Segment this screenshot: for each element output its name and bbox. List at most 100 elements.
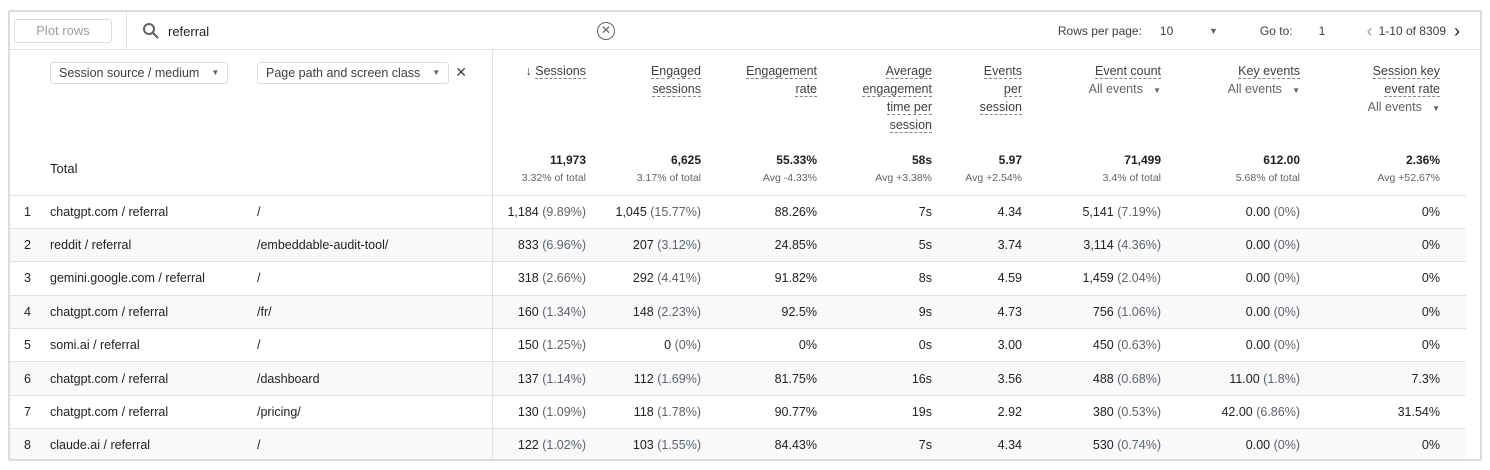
table-row[interactable]: 8 claude.ai / referral/122 (1.02%) 103 (1.… — [10, 428, 1466, 459]
total-comparison: 3.17% of total — [636, 171, 701, 184]
metric-value: 1,045 — [615, 204, 647, 219]
dropdown-arrow-icon: ▼ — [1209, 26, 1218, 36]
metric-percent: (0%) — [674, 338, 701, 353]
event-filter-select[interactable]: All events ▼ — [1308, 98, 1440, 118]
event-filter-select[interactable]: All events ▼ — [1030, 80, 1161, 100]
metric-value: 207 — [632, 238, 654, 253]
source-medium-cell: somi.ai / referral — [50, 328, 257, 363]
clear-search-icon[interactable]: ✕ — [597, 22, 615, 40]
metric-value: 4.59 — [997, 271, 1022, 286]
row-index: 3 — [10, 261, 50, 296]
metric-percent: (0%) — [1273, 238, 1300, 253]
go-to-input[interactable]: 1 — [1318, 24, 1326, 38]
dimension-select-source-medium[interactable]: Session source / medium ▼ — [50, 62, 229, 84]
table-row[interactable]: 4 chatgpt.com / referral/fr/160 (1.34%) 14… — [10, 295, 1466, 330]
event-filter-select[interactable]: All events ▼ — [1169, 80, 1300, 100]
total-cell: 58s Avg +3.38% — [825, 142, 940, 196]
metric-header-label: Events — [983, 64, 1022, 79]
metric-cell: 150 (1.25%) — [491, 328, 594, 363]
metric-cell: 137 (1.14%) — [491, 361, 594, 396]
next-page-icon[interactable]: › — [1454, 20, 1460, 41]
metric-header[interactable]: Engagement rate — [709, 50, 825, 142]
metric-header-label: time per — [886, 100, 932, 115]
metric-header-label: Sessions — [535, 64, 586, 79]
metric-header[interactable]: Event count All events ▼ — [1030, 50, 1169, 142]
metric-header[interactable]: ↓ Sessions — [491, 50, 594, 142]
rows-per-page-value: 10 — [1159, 24, 1174, 38]
metric-cell: 8s — [825, 261, 940, 296]
table-row[interactable]: 5 somi.ai / referral/150 (1.25%) 0 (0%) 0% 0… — [10, 328, 1466, 363]
metric-header[interactable]: Engaged sessions — [594, 50, 709, 142]
search-icon — [143, 23, 159, 39]
plot-rows-button[interactable]: Plot rows — [14, 18, 112, 43]
page-path-cell: / — [257, 428, 492, 459]
metric-cell: 0 (0%) — [594, 328, 709, 363]
metric-header[interactable]: Events per session — [940, 50, 1030, 142]
metric-percent: (4.36%) — [1117, 238, 1161, 253]
page-range: 1-10 of 8309 — [1378, 24, 1446, 38]
divider — [126, 12, 127, 50]
metric-cell: 833 (6.96%) — [491, 228, 594, 263]
metric-cell: 122 (1.02%) — [491, 428, 594, 459]
search-input[interactable] — [168, 23, 568, 39]
total-cell: 612.00 5.68% of total — [1169, 142, 1308, 196]
metric-value: 3.74 — [997, 238, 1022, 253]
dropdown-arrow-icon: ▼ — [432, 68, 441, 77]
rows-per-page-select[interactable]: 10 ▼ — [1160, 24, 1218, 38]
metric-percent: (1.34%) — [542, 304, 586, 319]
dropdown-arrow-icon: ▼ — [1150, 86, 1161, 95]
metric-value: 0.00 — [1245, 338, 1271, 353]
metric-value: 118 — [633, 405, 654, 420]
metric-value: 150 — [517, 338, 539, 353]
metric-value: 488 — [1092, 371, 1114, 386]
total-comparison: Avg +52.67% — [1377, 171, 1440, 184]
metric-value: 130 — [517, 405, 539, 420]
metric-cell: 3.74 — [940, 228, 1030, 263]
row-index: 7 — [10, 395, 50, 430]
metric-value: 7.3% — [1411, 371, 1441, 386]
dimension-label: Page path and screen class — [266, 66, 421, 80]
prev-page-icon[interactable]: ‹ — [1366, 20, 1373, 41]
metric-percent: (0.53%) — [1117, 405, 1161, 420]
metric-header[interactable]: Key events All events ▼ — [1169, 50, 1308, 142]
metric-cell: 0% — [1308, 261, 1466, 296]
metric-cell: 0.00 (0%) — [1169, 195, 1308, 229]
event-filter-label: All events — [1367, 100, 1422, 114]
metric-value: 24.85% — [774, 238, 817, 253]
table-toolbar: Plot rows ✕ Rows per page: 10 ▼ Go to: 1 … — [10, 12, 1480, 50]
rows-per-page-label: Rows per page: — [1057, 24, 1142, 38]
header-row: Session source / medium ▼ Page path and s… — [10, 50, 1466, 142]
total-value: 612.00 — [1263, 152, 1300, 167]
metric-percent: (4.41%) — [657, 271, 701, 286]
page-path-cell: /embeddable-audit-tool/ — [257, 228, 492, 263]
metric-cell: 7.3% — [1308, 361, 1466, 396]
metric-value: 292 — [632, 271, 654, 286]
metric-header[interactable]: Average engagement time per session — [825, 50, 940, 142]
metric-cell: 488 (0.68%) — [1030, 361, 1169, 396]
metric-cell: 1,045 (15.77%) — [594, 195, 709, 229]
remove-dimension-icon[interactable]: ✕ — [455, 64, 467, 80]
metric-value: 16s — [911, 371, 932, 386]
metric-cell: 3.00 — [940, 328, 1030, 363]
report-table-card: Plot rows ✕ Rows per page: 10 ▼ Go to: 1 … — [8, 10, 1482, 461]
metric-percent: (0.63%) — [1117, 338, 1161, 353]
row-index: 5 — [10, 328, 50, 363]
total-cell: 11,973 3.32% of total — [491, 142, 594, 196]
table-row[interactable]: 6 chatgpt.com / referral/dashboard 137 (1.… — [10, 361, 1466, 396]
metric-cell: 7s — [825, 195, 940, 229]
metric-percent: (9.89%) — [542, 204, 586, 219]
metric-percent: (0%) — [1273, 204, 1300, 219]
metric-value: 7s — [918, 438, 932, 453]
table-row[interactable]: 3 gemini.google.com / referral/318 (2.66%… — [10, 261, 1466, 296]
metric-percent: (7.19%) — [1117, 204, 1161, 219]
table-row[interactable]: 7 chatgpt.com / referral/pricing/130 (1.0… — [10, 395, 1466, 430]
metric-percent: (1.25%) — [542, 338, 586, 353]
dimension-select-page-path[interactable]: Page path and screen class ▼ — [257, 62, 450, 84]
table-row[interactable]: 2 reddit / referral/embeddable-audit-tool… — [10, 228, 1466, 263]
metric-header[interactable]: Session key event rate All events ▼ — [1308, 50, 1466, 142]
metric-value: 0.00 — [1245, 238, 1271, 253]
total-comparison: Avg -4.33% — [762, 171, 817, 184]
metric-value: 450 — [1092, 338, 1114, 353]
total-cell: 5.97 Avg +2.54% — [940, 142, 1030, 196]
table-row[interactable]: 1 chatgpt.com / referral/1,184 (9.89%) 1,0… — [10, 195, 1466, 229]
